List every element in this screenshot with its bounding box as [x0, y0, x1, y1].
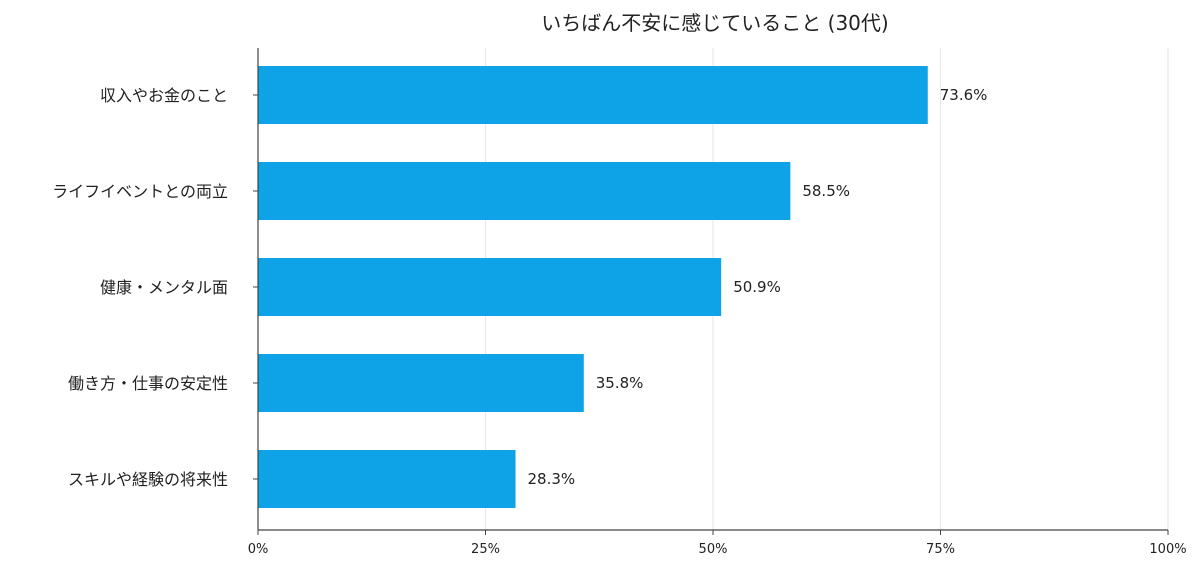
x-tick-label: 0% — [248, 542, 269, 557]
bar — [258, 450, 516, 508]
value-label: 73.6% — [940, 86, 988, 104]
chart-title: いちばん不安に感じていること (30代) — [541, 11, 888, 35]
value-label: 50.9% — [733, 278, 781, 296]
bar — [258, 162, 791, 220]
x-tick-label: 100% — [1149, 542, 1186, 557]
axes — [253, 48, 1169, 535]
x-tick-label: 25% — [471, 542, 500, 557]
labels: 73.6% 収入やお金のこと 58.5% ライフイベントとの両立 50.9% 健康・メンタ… — [52, 86, 1186, 557]
x-tick-label: 50% — [699, 542, 728, 557]
value-label: 28.3% — [528, 470, 576, 488]
value-label: 58.5% — [802, 182, 850, 200]
category-label: ライフイベントとの両立 — [52, 182, 228, 201]
bar — [258, 258, 722, 316]
category-label: 働き方・仕事の安定性 — [68, 374, 228, 393]
category-label: 収入やお金のこと — [100, 86, 228, 105]
bars — [258, 66, 928, 508]
category-label: 健康・メンタル面 — [100, 278, 228, 297]
category-label: スキルや経験の将来性 — [68, 470, 228, 489]
x-tick-label: 75% — [926, 542, 955, 557]
bar — [258, 66, 928, 124]
value-label: 35.8% — [596, 374, 644, 392]
bar — [258, 354, 584, 412]
